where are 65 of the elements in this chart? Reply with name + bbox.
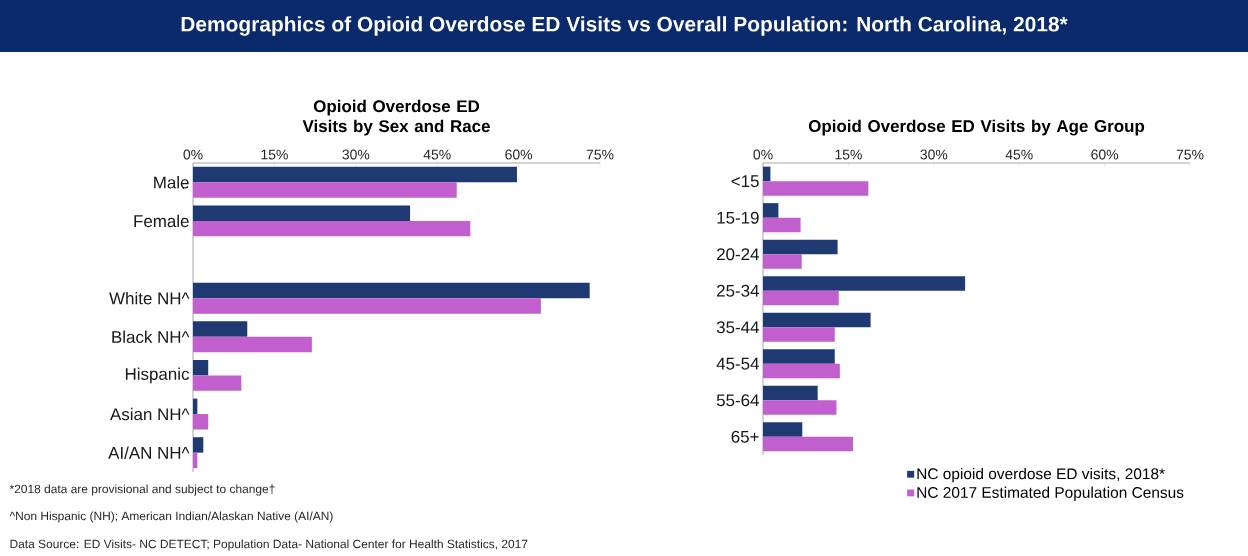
x-tick-label: 60% bbox=[505, 149, 533, 160]
y-tick-label: 35-44 bbox=[716, 321, 759, 334]
x-tick-label: 15% bbox=[835, 149, 862, 160]
x-tick-label: 60% bbox=[1091, 149, 1119, 160]
bar bbox=[193, 321, 248, 337]
bar bbox=[193, 220, 471, 237]
bar bbox=[193, 375, 242, 391]
bar bbox=[193, 282, 590, 299]
bar bbox=[193, 398, 198, 415]
bar bbox=[763, 276, 966, 291]
y-tick-label: <15 bbox=[731, 175, 759, 188]
x-tick-label: 30% bbox=[920, 149, 948, 160]
bar bbox=[193, 166, 517, 183]
y-tick-label: Asian NH^ bbox=[110, 407, 190, 421]
bar bbox=[763, 363, 840, 379]
bar bbox=[763, 166, 771, 182]
y-tick-label: White NH^ bbox=[109, 291, 190, 305]
text: *2018 data are provisional and subject to change† bbox=[9, 484, 275, 496]
bar bbox=[763, 290, 839, 306]
y-tick-label: 55-64 bbox=[716, 394, 759, 407]
chart-title: Opioid Overdose ED Visits by Age Group bbox=[808, 119, 1145, 136]
bar bbox=[763, 254, 802, 269]
bar bbox=[763, 239, 838, 255]
y-tick-label: 15-19 bbox=[717, 211, 759, 224]
bar bbox=[763, 400, 837, 415]
x-tick-label: 30% bbox=[342, 149, 370, 160]
bar bbox=[763, 203, 779, 218]
x-tick-label: 45% bbox=[1005, 149, 1033, 160]
bar bbox=[193, 205, 411, 221]
y-tick-label: Female bbox=[134, 214, 189, 228]
bar bbox=[193, 336, 312, 353]
bar bbox=[193, 298, 541, 314]
y-tick-label: 45-54 bbox=[716, 357, 759, 370]
y-tick-label: 20-24 bbox=[717, 248, 759, 261]
text: Demographics of Opioid Overdose ED Visits vs Overall Population: North Carolina, 2018* bbox=[181, 16, 1068, 36]
bar bbox=[193, 359, 209, 376]
x-tick-label: 75% bbox=[1176, 149, 1204, 160]
y-tick-label: Male bbox=[154, 176, 189, 189]
x-tick-label: 75% bbox=[586, 149, 614, 160]
legend-label: NC 2017 Estimated Population Census bbox=[917, 486, 1184, 501]
bar bbox=[193, 452, 198, 469]
bar bbox=[763, 312, 871, 328]
bar bbox=[763, 217, 801, 233]
y-tick-label: Hispanic bbox=[125, 367, 190, 384]
bar bbox=[763, 385, 818, 401]
legend-label: NC opioid overdose ED visits, 2018* bbox=[917, 467, 1165, 483]
bar bbox=[193, 437, 204, 453]
bar bbox=[763, 436, 853, 452]
y-tick-label: AI/AN NH^ bbox=[108, 446, 190, 459]
bar bbox=[763, 349, 835, 364]
bar bbox=[193, 182, 457, 198]
y-tick-label: 65+ bbox=[731, 430, 759, 443]
bar bbox=[763, 181, 869, 196]
x-tick-label: 0% bbox=[183, 149, 203, 160]
text: ^Non Hispanic (NH); American Indian/Alaskan Native (AI/AN) bbox=[9, 511, 333, 523]
x-tick-label: 15% bbox=[261, 149, 288, 160]
y-tick-label: 25-34 bbox=[717, 284, 759, 297]
x-tick-label: 45% bbox=[423, 149, 451, 160]
y-tick-label: Black NH^ bbox=[112, 330, 190, 344]
bar bbox=[193, 414, 209, 430]
chart-title: Opioid Overdose ED Visits by Sex and Race bbox=[302, 99, 490, 136]
x-tick-label: 0% bbox=[753, 149, 773, 160]
bar bbox=[763, 327, 835, 342]
bar bbox=[763, 422, 803, 437]
source-note: Data Source: ED Visits- NC DETECT; Population Data- National Center for Health Statistics, 2017 bbox=[10, 539, 528, 551]
